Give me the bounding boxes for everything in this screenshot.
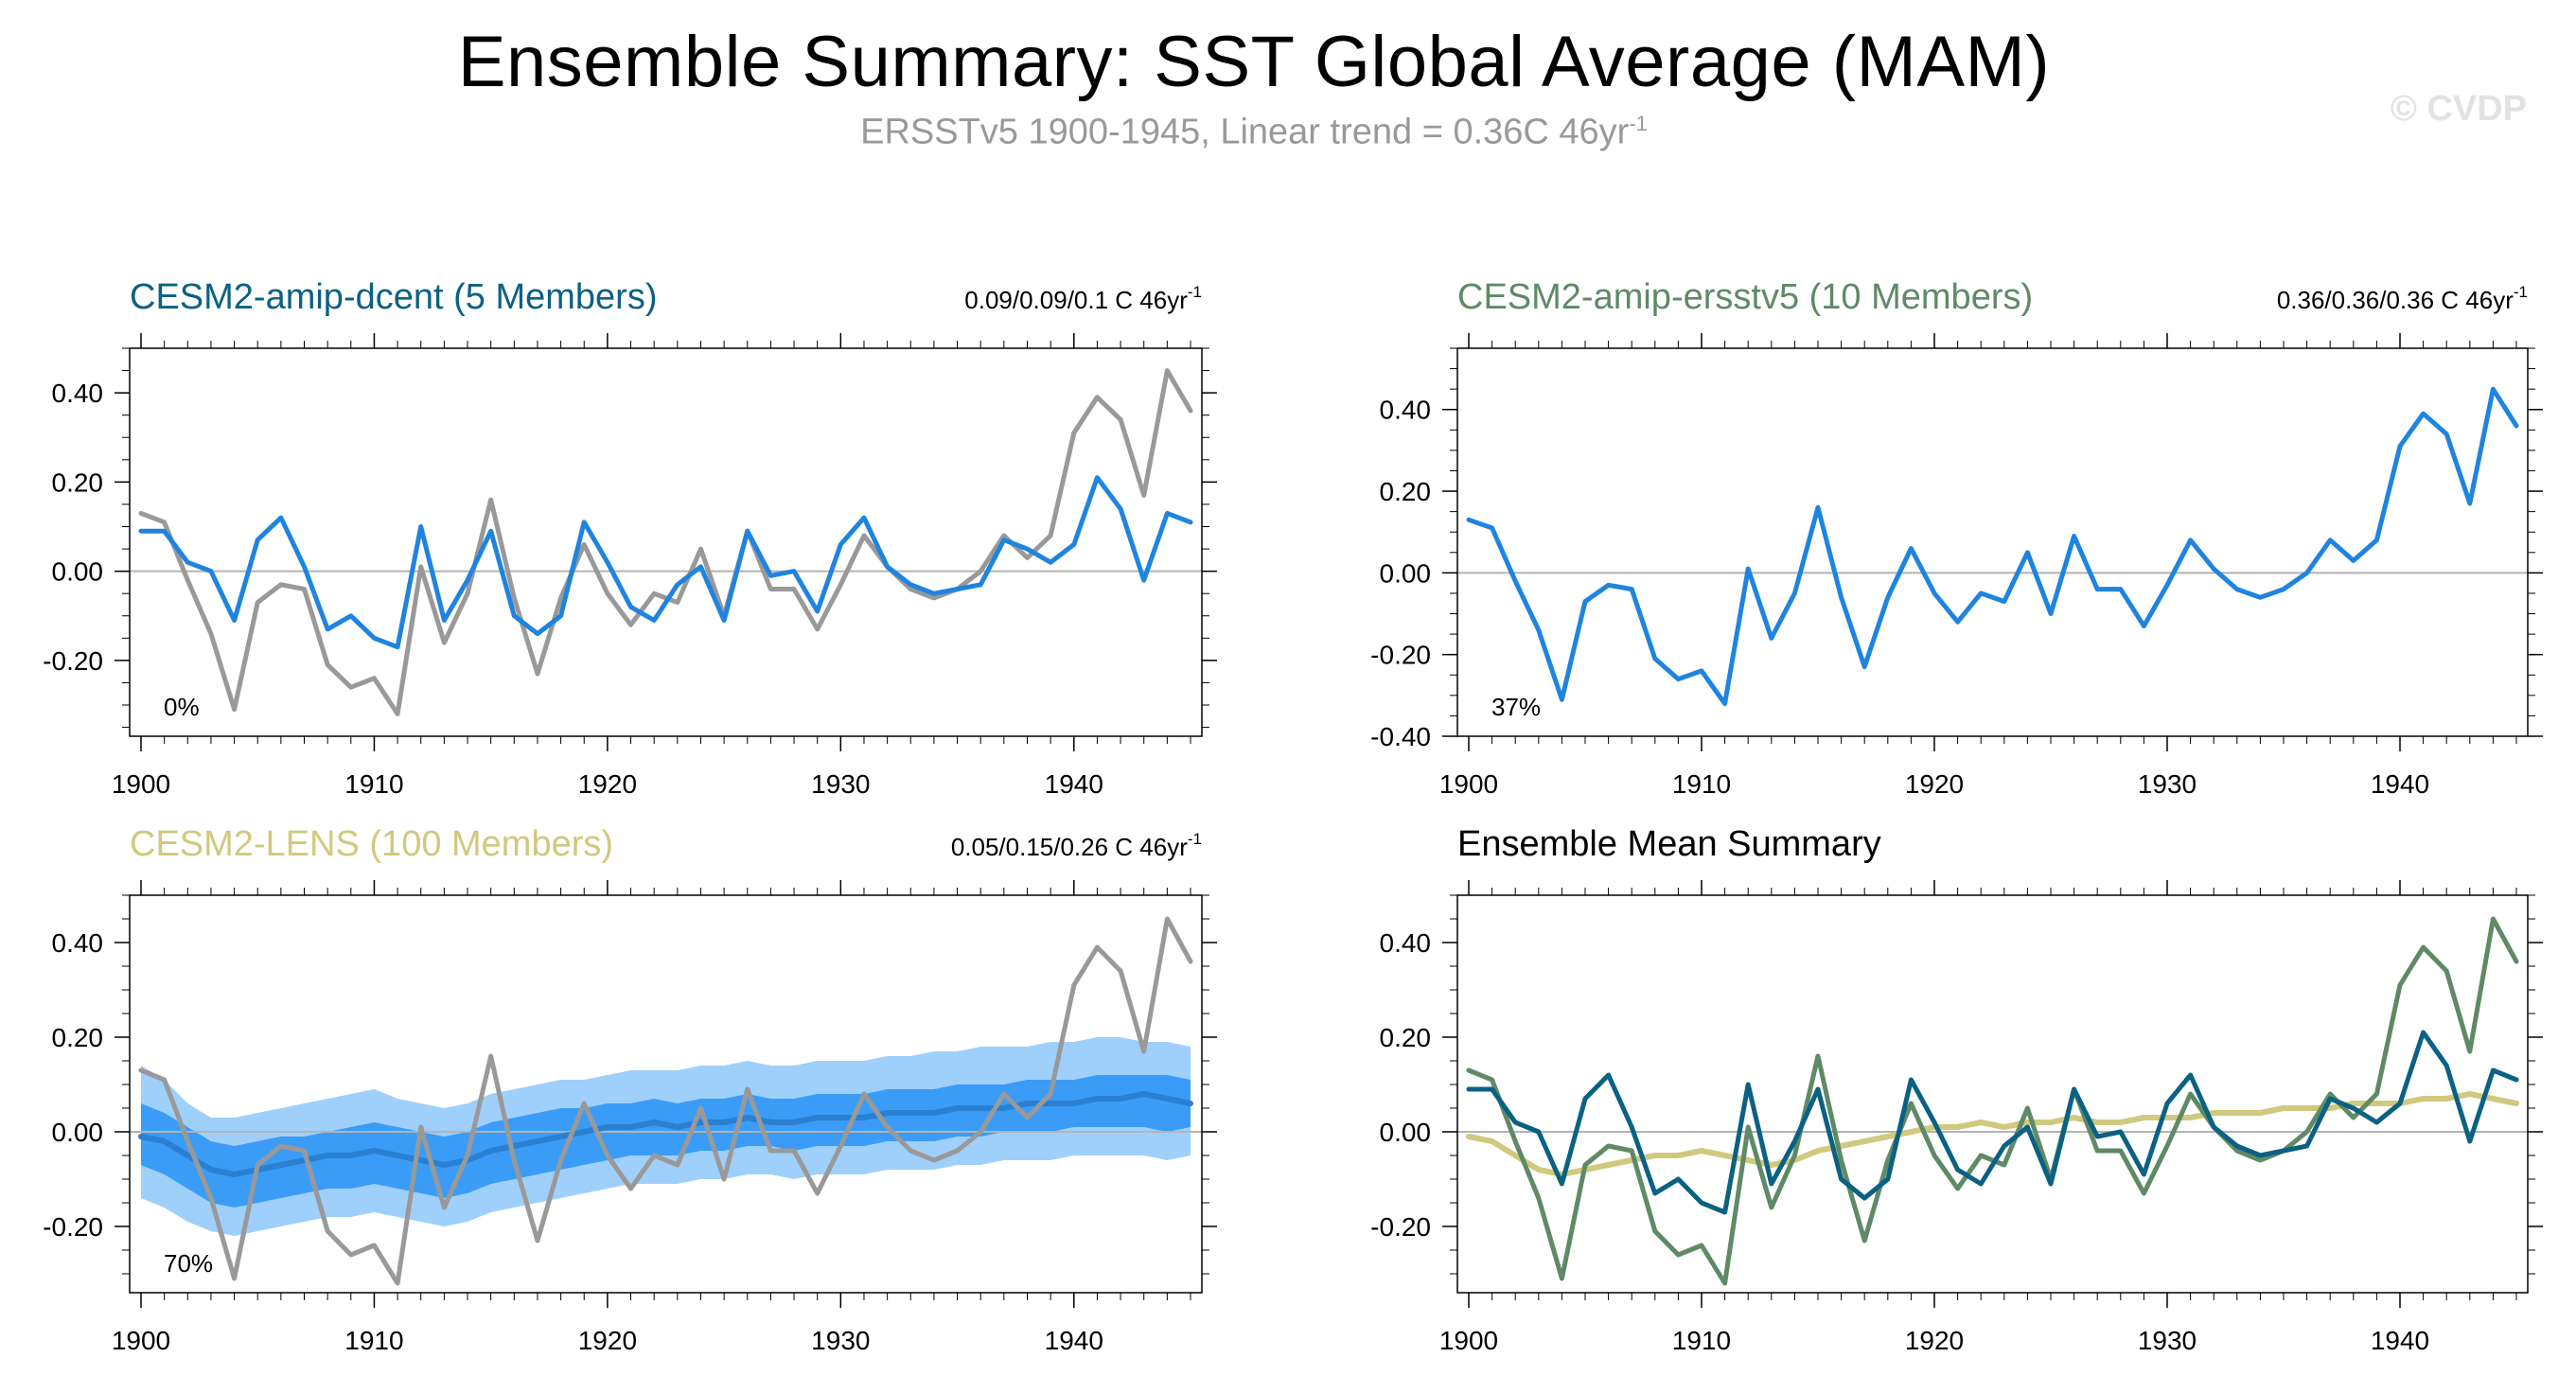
x-tick-label: 1900	[1439, 1326, 1498, 1355]
plot-frame	[1456, 347, 2529, 737]
y-tick-label: -0.40	[1370, 722, 1431, 751]
subtitle-text: ERSSTv5 1900-1945, Linear trend = 0.36C …	[860, 112, 1630, 152]
x-tick-label: 1920	[578, 1326, 637, 1355]
plot-area	[130, 916, 1202, 1286]
subtitle-superscript: -1	[1629, 112, 1648, 135]
figure-subtitle: ERSSTv5 1900-1945, Linear trend = 0.36C …	[0, 112, 2508, 153]
x-tick-label: 1910	[1672, 1326, 1731, 1355]
y-tick-label: 0.20	[1380, 477, 1432, 506]
series-line-obs	[138, 916, 1193, 1286]
y-tick-label: 0.40	[1380, 928, 1432, 958]
x-tick-label: 1940	[2371, 1326, 2429, 1355]
x-tick-label: 1900	[112, 769, 170, 799]
trend-stat-text: 0.36/0.36/0.36 C 46yr	[2277, 286, 2514, 314]
panel-title: Ensemble Mean Summary	[1457, 824, 1881, 864]
trend-stat-label: 0.36/0.36/0.36 C 46yr-1	[2277, 283, 2528, 314]
percentile-rank-label: 70%	[164, 1249, 213, 1278]
panel-title: CESM2-amip-dcent (5 Members)	[130, 277, 657, 317]
x-tick-label: 1920	[1905, 1326, 1964, 1355]
ensemble-spread-inner-band	[141, 1075, 1191, 1208]
y-tick-label: 0.00	[1380, 1118, 1432, 1147]
y-tick-label: 0.40	[52, 379, 104, 408]
panel-ensemble-mean-summary: Ensemble Mean Summary -0.20 0.00 0.20 0.40 19…	[1370, 824, 2543, 1355]
y-tick-label: -0.20	[1370, 641, 1431, 670]
y-tick-label: 0.00	[52, 1118, 104, 1147]
y-tick-label: 0.20	[1380, 1023, 1432, 1052]
y-tick-label: 0.40	[52, 928, 104, 958]
trend-stat-label: 0.05/0.15/0.26 C 46yr-1	[951, 830, 1202, 861]
y-tick-label: 0.00	[52, 557, 104, 587]
y-tick-label: -0.20	[43, 646, 103, 676]
y-tick-label: -0.20	[1370, 1212, 1431, 1242]
panel-cesm2-lens: CESM2-LENS (100 Members) 0.05/0.15/0.26 C…	[43, 824, 1217, 1355]
x-tick-label: 1920	[1905, 769, 1964, 799]
y-tick-label: 0.40	[1380, 396, 1432, 425]
y-tick-label: 0.20	[52, 1023, 104, 1052]
trend-stat-label: 0.09/0.09/0.1 C 46yr-1	[964, 283, 1202, 314]
plot-frame	[129, 347, 1203, 737]
x-tick-label: 1940	[1045, 769, 1103, 799]
x-tick-label: 1910	[344, 769, 403, 799]
x-tick-label: 1940	[2371, 769, 2429, 799]
series-line-obs	[138, 368, 1193, 716]
panel-cesm2-amip-dcent: CESM2-amip-dcent (5 Members) 0.09/0.09/0.…	[43, 277, 1217, 799]
x-tick-label: 1900	[112, 1326, 170, 1355]
plot-frame	[129, 894, 1203, 1294]
trend-stat-text: 0.09/0.09/0.1 C 46yr	[964, 286, 1188, 314]
plot-area	[1457, 386, 2528, 706]
trend-stat-superscript: -1	[1188, 830, 1202, 848]
plot-area	[130, 368, 1202, 716]
plot-area	[1457, 916, 2528, 1286]
x-tick-label: 1910	[1672, 769, 1731, 799]
x-tick-label: 1930	[2138, 769, 2197, 799]
panel-cesm2-amip-ersstv5: CESM2-amip-ersstv5 (10 Members) 0.36/0.36…	[1370, 277, 2543, 799]
y-tick-label: 0.20	[52, 467, 104, 497]
percentile-rank-label: 37%	[1491, 693, 1541, 721]
cvdp-watermark: © CVDP	[2390, 89, 2527, 129]
y-tick-label: -0.20	[43, 1212, 103, 1242]
plot-frame	[1456, 894, 2529, 1294]
figure-title: Ensemble Summary: SST Global Average (MA…	[457, 22, 2051, 102]
x-tick-label: 1930	[811, 1326, 870, 1355]
x-tick-label: 1900	[1439, 769, 1498, 799]
series-line-dcent	[1466, 1030, 2519, 1215]
x-tick-label: 1930	[811, 769, 870, 799]
x-tick-label: 1940	[1045, 1326, 1103, 1355]
series-line-model	[1466, 386, 2519, 706]
panel-title: CESM2-LENS (100 Members)	[130, 824, 613, 864]
series-line-model	[138, 475, 1193, 650]
trend-stat-text: 0.05/0.15/0.26 C 46yr	[951, 833, 1188, 861]
x-tick-label: 1920	[578, 769, 637, 799]
x-tick-label: 1910	[344, 1326, 403, 1355]
trend-stat-superscript: -1	[1188, 283, 1202, 301]
trend-stat-superscript: -1	[2514, 283, 2528, 301]
percentile-rank-label: 0%	[164, 693, 200, 721]
y-tick-label: 0.00	[1380, 558, 1432, 588]
panel-title: CESM2-amip-ersstv5 (10 Members)	[1457, 277, 2033, 317]
x-tick-label: 1930	[2138, 1326, 2197, 1355]
